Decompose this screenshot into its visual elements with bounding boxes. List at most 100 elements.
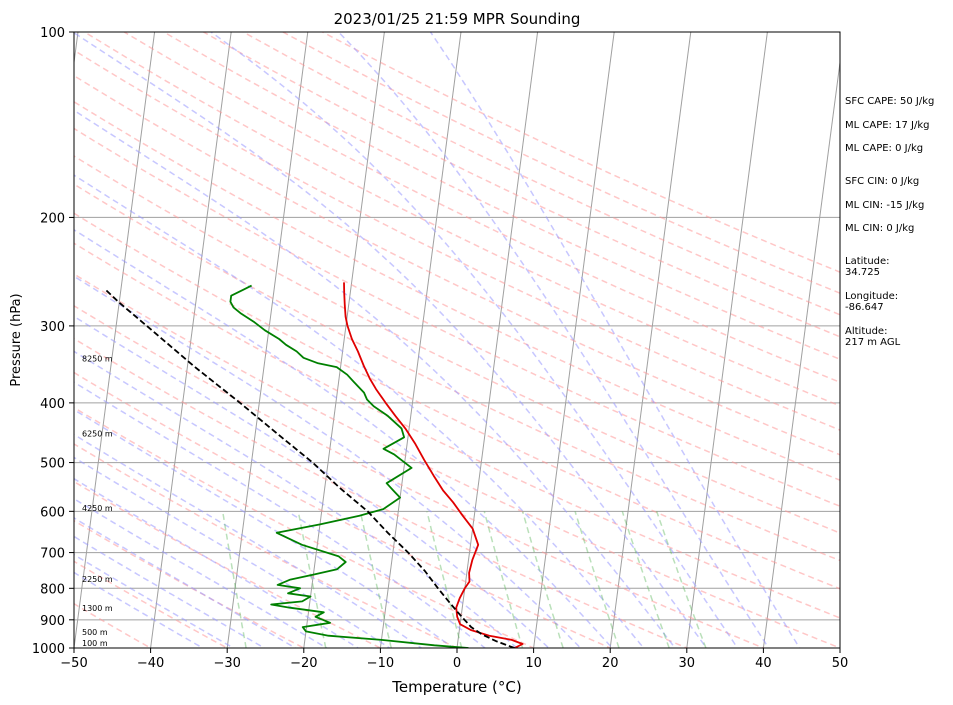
moist-adiabat-line (337, 32, 770, 648)
dry-adiabat-line (74, 49, 840, 431)
dry-adiabat-line (74, 127, 840, 508)
dry-adiabat-line (74, 406, 536, 648)
isotherm-line (609, 32, 692, 648)
y-tick-label: 400 (40, 397, 65, 412)
height-label: 500 m (82, 628, 108, 637)
y-tick-label: 800 (40, 582, 65, 597)
isotherm-line (456, 32, 539, 648)
altitude-value: 217 m AGL (845, 337, 901, 348)
sfc-cin-text: SFC CIN: 0 J/kg (845, 176, 919, 187)
x-tick-label: 50 (832, 656, 849, 671)
mixing-ratio-line (297, 511, 327, 648)
moist-adiabat-line (210, 32, 739, 648)
series-line-2 (104, 289, 515, 648)
sfc-cape-text: SFC CAPE: 50 J/kg (845, 96, 934, 107)
ml-cin-text-2: ML CIN: 0 J/kg (845, 223, 914, 234)
dry-adiabat-line (84, 32, 840, 407)
y-tick-label: 700 (40, 547, 65, 562)
y-tick-label: 900 (40, 614, 65, 629)
moist-adiabat-line (74, 477, 360, 648)
moist-adiabat-line (74, 408, 455, 648)
moist-adiabat-line (74, 456, 391, 648)
dry-adiabat-line (74, 443, 459, 648)
dry-adiabat-line (74, 371, 613, 648)
latitude-label: Latitude: (845, 256, 890, 267)
height-label: 8250 m (82, 354, 113, 363)
moist-adiabat-line (74, 174, 645, 648)
isotherm-line (74, 32, 156, 648)
chart-title: 2023/01/25 21:59 MPR Sounding (334, 10, 581, 28)
isotherm-line (226, 32, 309, 648)
y-axis: 100 200 300 400 500 600 700 800 900 1000 (32, 26, 74, 657)
mixing-ratio-line (359, 511, 393, 648)
plot-frame (73, 31, 841, 649)
dry-adiabat-line (74, 242, 840, 619)
isotherm-line (915, 18, 953, 661)
x-tick-label: −20 (290, 656, 317, 671)
isotherm-line (0, 18, 3, 661)
dry-adiabat-line (74, 183, 840, 562)
moist-adiabat-line (74, 228, 614, 648)
y-tick-label: 600 (40, 505, 65, 520)
moist-adiabat-line (74, 517, 297, 648)
height-label: 6250 m (82, 429, 113, 438)
x-tick-label: −50 (60, 656, 87, 671)
moist-adiabat-line (74, 315, 550, 648)
isotherm-line (303, 32, 385, 648)
longitude-value: -86.647 (845, 302, 884, 313)
dry-adiabat-line (123, 32, 840, 384)
mixing-ratio-line (574, 511, 620, 648)
x-tick-label: −30 (213, 656, 240, 671)
dry-adiabat-line (242, 32, 840, 316)
moist-adiabat-line (74, 497, 329, 648)
x-tick-label: −10 (367, 656, 394, 671)
x-axis: −50 −40 −30 −20 −10 0 10 20 30 40 50 (60, 648, 848, 671)
isotherm-line (762, 58, 840, 648)
moist-adiabat-line (429, 32, 801, 648)
height-label: 2250 m (82, 575, 113, 584)
height-label: 1300 m (82, 604, 113, 613)
x-tick-label: 40 (755, 656, 772, 671)
moist-adiabat-line (74, 275, 582, 648)
dry-adiabat-line (74, 273, 840, 648)
x-tick-label: −40 (137, 656, 164, 671)
x-axis-label: Temperature (°C) (391, 678, 521, 696)
y-tick-label: 200 (40, 211, 65, 226)
ml-cin-text: ML CIN: -15 J/kg (845, 200, 924, 211)
x-tick-label: 10 (525, 656, 542, 671)
isotherm-line (686, 32, 768, 648)
ml-cape-text-2: ML CAPE: 0 J/kg (845, 143, 923, 154)
moist-adiabat-line (74, 109, 677, 648)
dry-adiabat-line (74, 304, 766, 648)
dry-adiabat-line (74, 480, 383, 648)
height-labels: 100 m 500 m 1300 m 2250 m 4250 m 6250 m 8250 m (82, 354, 113, 648)
mixing-ratio-line (483, 511, 524, 648)
moist-adiabat-line (74, 350, 519, 648)
side-panel: SFC CAPE: 50 J/kg ML CAPE: 17 J/kg ML CA… (845, 96, 934, 348)
moist-adiabat-line (74, 553, 236, 648)
dry-adiabat-line (74, 560, 229, 648)
y-tick-label: 1000 (32, 642, 65, 657)
mixing-ratio-line (426, 511, 463, 648)
height-label: 4250 m (82, 504, 113, 513)
background-lines (0, 18, 953, 661)
dry-adiabat-line (163, 32, 840, 361)
moist-adiabat-line (74, 32, 708, 648)
mixing-ratio-line (621, 511, 670, 648)
ml-cape-text: ML CAPE: 17 J/kg (845, 120, 929, 131)
y-tick-label: 100 (40, 26, 65, 41)
dry-adiabat-line (203, 32, 840, 338)
dry-adiabat-line (74, 337, 689, 648)
dry-adiabat-line (74, 155, 840, 534)
moist-adiabat-line (74, 571, 205, 648)
height-label: 100 m (82, 639, 108, 648)
isotherm-line (379, 32, 462, 648)
series-line-1 (229, 284, 469, 648)
mixing-ratio-line (655, 511, 707, 648)
y-axis-label: Pressure (hPa) (9, 293, 24, 386)
x-tick-label: 0 (453, 656, 461, 671)
latitude-value: 34.725 (845, 267, 880, 278)
altitude-label: Altitude: (845, 326, 887, 337)
moist-adiabat-line (74, 433, 423, 648)
